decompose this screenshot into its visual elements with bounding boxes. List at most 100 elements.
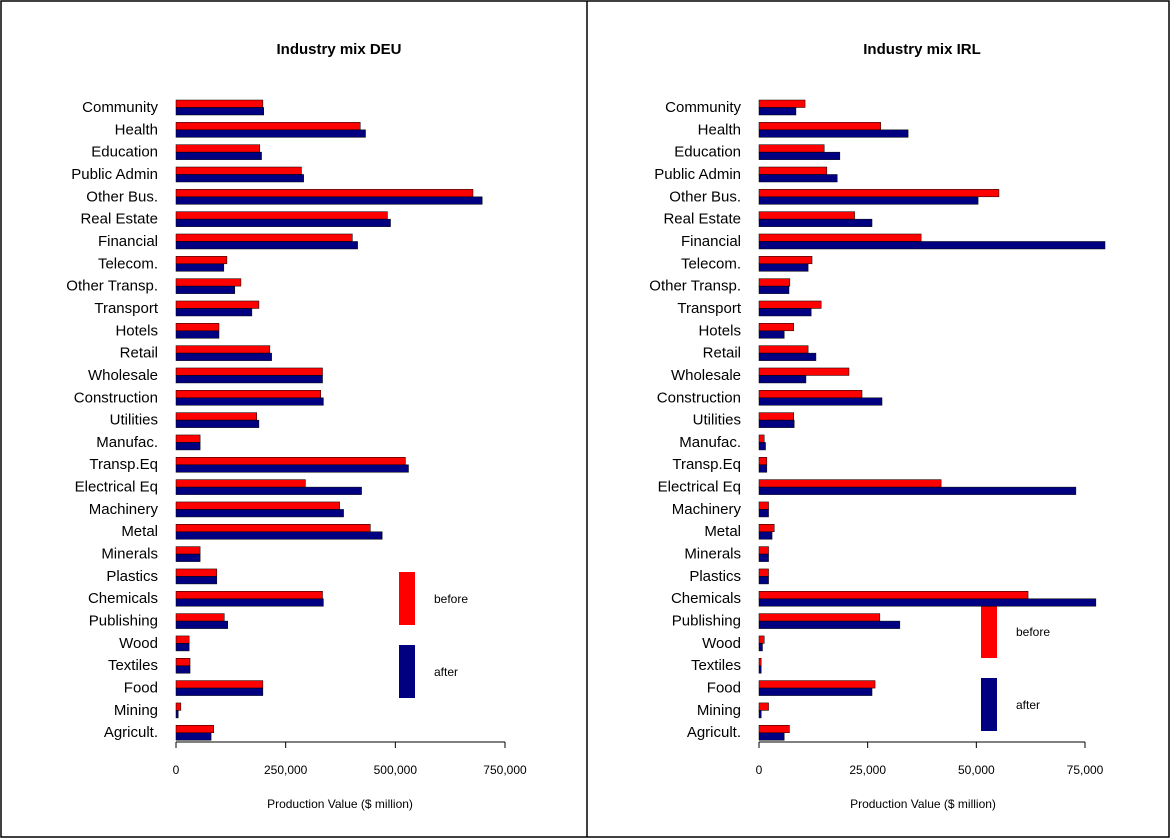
y-tick-label: Mining	[114, 702, 158, 719]
bar	[175, 241, 358, 250]
y-tick-label: Electrical Eq	[658, 479, 741, 496]
bar	[758, 702, 769, 711]
y-tick-label: Retail	[120, 345, 158, 362]
bar	[175, 486, 362, 495]
y-tick-label: Mining	[697, 702, 741, 719]
bar	[758, 479, 942, 488]
legend-label: before	[434, 592, 468, 606]
x-tick-label: 250,000	[264, 763, 308, 777]
legend-label: before	[1016, 625, 1050, 639]
bar	[175, 568, 218, 577]
y-tick-label: Agricult.	[104, 724, 158, 741]
bar	[758, 390, 863, 399]
y-tick-label: Financial	[98, 233, 158, 250]
legend-swatch	[399, 645, 415, 698]
bar	[758, 464, 768, 473]
bar	[758, 218, 873, 227]
y-tick-label: Wholesale	[88, 367, 158, 384]
y-tick-label: Transp.Eq	[89, 456, 158, 473]
y-tick-label: Plastics	[106, 568, 158, 585]
y-tick-label: Other Transp.	[649, 278, 741, 295]
bar	[175, 256, 228, 265]
y-tick-label: Telecom.	[98, 255, 158, 272]
chart-title: Industry mix DEU	[276, 41, 401, 58]
bar	[758, 211, 855, 220]
bar	[175, 457, 406, 466]
x-tick-label: 0	[173, 763, 180, 777]
bar	[175, 352, 272, 361]
y-tick-label: Minerals	[684, 546, 741, 563]
y-tick-label: Public Admin	[654, 166, 741, 183]
y-tick-label: Textiles	[108, 657, 158, 674]
bar	[758, 710, 762, 719]
bar	[758, 241, 1106, 250]
bar	[758, 285, 790, 294]
bar	[175, 390, 322, 399]
bar	[175, 397, 324, 406]
y-tick-label: Public Admin	[71, 166, 158, 183]
bar	[758, 367, 850, 376]
bar	[175, 99, 264, 108]
bar	[758, 196, 979, 205]
y-tick-label: Transport	[94, 300, 158, 317]
y-tick-label: Construction	[657, 389, 741, 406]
legend-label: after	[1016, 698, 1040, 712]
bar	[758, 352, 817, 361]
bar	[758, 613, 881, 622]
y-tick-label: Financial	[681, 233, 741, 250]
bar	[758, 166, 828, 175]
y-tick-label: Health	[115, 121, 158, 138]
bar	[758, 620, 901, 629]
bar	[175, 732, 212, 741]
y-tick-label: Utilities	[110, 412, 158, 429]
bar	[758, 233, 922, 242]
bar	[175, 546, 201, 555]
y-tick-label: Community	[82, 99, 158, 116]
bar	[175, 367, 323, 376]
bar	[175, 598, 324, 607]
y-tick-label: Electrical Eq	[75, 479, 158, 496]
y-tick-label: Retail	[703, 345, 741, 362]
bar	[758, 174, 838, 183]
bar	[175, 613, 225, 622]
bar	[175, 166, 302, 175]
bar	[175, 345, 271, 354]
y-tick-label: Agricult.	[687, 724, 741, 741]
y-tick-label: Real Estate	[80, 211, 158, 228]
y-tick-label: Real Estate	[663, 211, 741, 228]
y-tick-label: Wood	[119, 635, 158, 652]
y-tick-label: Chemicals	[88, 590, 158, 607]
y-tick-label: Minerals	[101, 546, 158, 563]
bar	[175, 635, 190, 644]
bar	[758, 643, 763, 652]
x-tick-label: 25,000	[849, 763, 886, 777]
y-tick-label: Metal	[704, 523, 741, 540]
y-tick-label: Food	[707, 680, 741, 697]
x-tick-label: 75,000	[1067, 763, 1104, 777]
y-tick-label: Publishing	[672, 613, 741, 630]
bar	[175, 643, 190, 652]
bar	[758, 553, 769, 562]
bar	[758, 598, 1097, 607]
bar	[175, 531, 383, 540]
bar	[175, 576, 218, 585]
bar	[175, 375, 323, 384]
x-tick-label: 500,000	[374, 763, 418, 777]
bar	[175, 724, 214, 733]
bar	[758, 680, 876, 689]
y-tick-label: Machinery	[89, 501, 159, 518]
bar	[758, 457, 768, 466]
bar	[175, 658, 191, 666]
bar	[175, 702, 182, 711]
y-tick-label: Food	[124, 680, 158, 697]
bar	[175, 211, 388, 220]
y-tick-label: Publishing	[89, 613, 158, 630]
bar	[175, 330, 220, 339]
bar	[758, 308, 812, 317]
bar	[175, 300, 260, 309]
y-tick-label: Manufac.	[679, 434, 741, 451]
bar	[175, 144, 261, 153]
y-tick-label: Transp.Eq	[672, 456, 741, 473]
bar	[758, 568, 769, 577]
